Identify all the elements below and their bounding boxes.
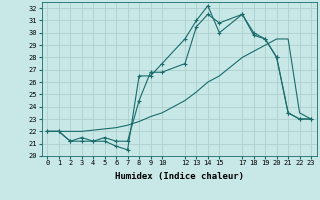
X-axis label: Humidex (Indice chaleur): Humidex (Indice chaleur) [115,172,244,181]
